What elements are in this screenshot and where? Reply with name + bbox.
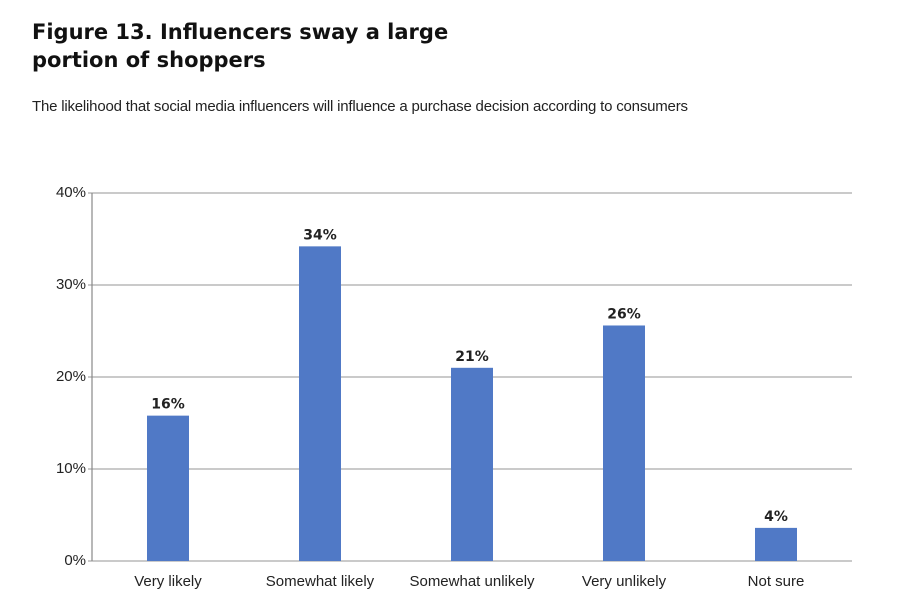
value-label: 26% xyxy=(607,306,641,322)
y-tick-label: 0% xyxy=(64,552,86,569)
chart-title: Figure 13. Influencers sway a large port… xyxy=(32,20,449,72)
x-tick-label: Not sure xyxy=(748,573,805,590)
value-label: 34% xyxy=(303,227,337,243)
y-tick-label: 40% xyxy=(56,184,86,201)
value-label: 21% xyxy=(455,349,489,365)
y-tick-label: 30% xyxy=(56,276,86,293)
bar xyxy=(299,246,341,562)
bar xyxy=(755,527,797,561)
value-label: 4% xyxy=(764,509,788,525)
x-tick-label: Somewhat likely xyxy=(266,573,375,590)
bar xyxy=(603,325,645,561)
bar xyxy=(451,367,493,561)
x-tick-label: Very unlikely xyxy=(582,573,667,590)
y-tick-label: 20% xyxy=(56,368,86,385)
y-tick-label: 10% xyxy=(56,460,86,477)
value-label: 16% xyxy=(151,397,185,413)
x-tick-label: Somewhat unlikely xyxy=(409,573,535,590)
bar xyxy=(147,415,189,561)
x-tick-label: Very likely xyxy=(134,573,202,590)
chart-subtitle: The likelihood that social media influen… xyxy=(32,98,688,115)
